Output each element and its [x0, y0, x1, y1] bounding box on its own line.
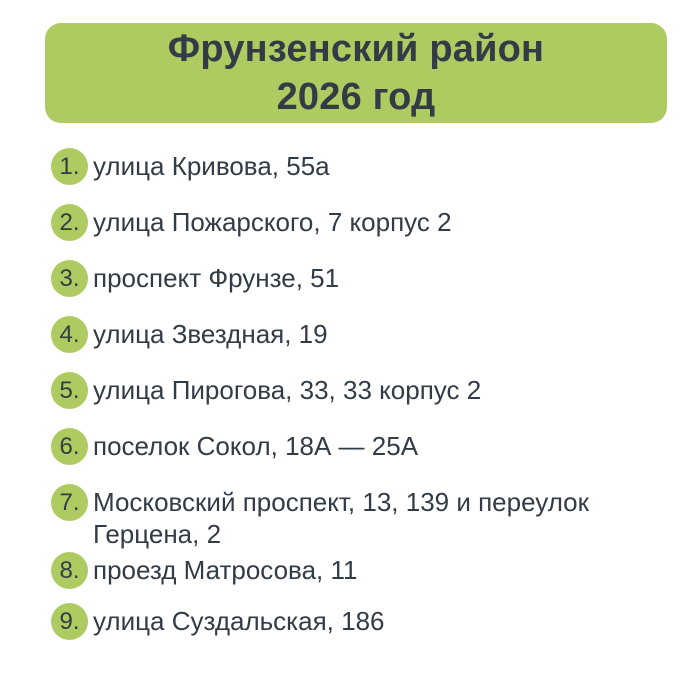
list-item: 4. улица Звездная, 19	[51, 316, 670, 353]
item-number-badge: 1.	[51, 148, 88, 185]
header-title-line2: 2026 год	[276, 76, 436, 118]
list-item: 5. улица Пирогова, 33, 33 корпус 2	[51, 372, 670, 409]
item-number-badge: 8.	[51, 552, 88, 589]
list-item: 1. улица Кривова, 55а	[51, 148, 670, 185]
item-text: проспект Фрунзе, 51	[93, 263, 340, 293]
item-text: улица Пирогова, 33, 33 корпус 2	[93, 375, 482, 405]
item-text: улица Звездная, 19	[93, 319, 328, 349]
item-text: улица Суздальская, 186	[93, 606, 385, 636]
item-text: поселок Сокол, 18А — 25А	[93, 431, 419, 461]
item-number-badge: 7.	[51, 484, 88, 521]
item-number-badge: 5.	[51, 372, 88, 409]
header-banner: Фрунзенский район 2026 год	[45, 23, 667, 123]
list-item: 8. проезд Матросова, 11	[51, 552, 670, 589]
list-item: 2. улица Пожарского, 7 корпус 2	[51, 204, 670, 241]
item-number-badge: 9.	[51, 603, 88, 640]
item-number-badge: 4.	[51, 316, 88, 353]
item-number-badge: 6.	[51, 428, 88, 465]
address-list: 1. улица Кривова, 55а 2. улица Пожарског…	[51, 148, 670, 659]
list-item: 6. поселок Сокол, 18А — 25А	[51, 428, 670, 465]
item-number-badge: 2.	[51, 204, 88, 241]
item-text: улица Пожарского, 7 корпус 2	[93, 207, 452, 237]
list-item: 3. проспект Фрунзе, 51	[51, 260, 670, 297]
item-text: проезд Матросова, 11	[93, 555, 358, 585]
item-number-badge: 3.	[51, 260, 88, 297]
list-item: 7. Московский проспект, 13, 139 и переул…	[51, 484, 670, 550]
item-text: Московский проспект, 13, 139 и переулок …	[93, 487, 589, 549]
item-text: улица Кривова, 55а	[93, 151, 330, 181]
header-title-line1: Фрунзенский район	[167, 28, 545, 70]
list-item: 9. улица Суздальская, 186	[51, 603, 670, 640]
